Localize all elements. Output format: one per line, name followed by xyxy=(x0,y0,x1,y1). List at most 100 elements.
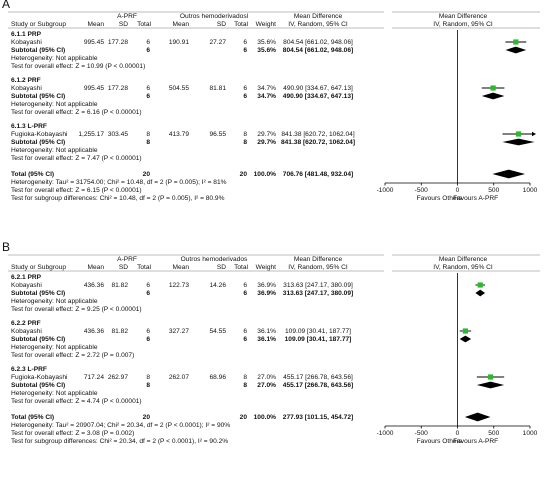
subtotal-label: Subtotal (95% CI) xyxy=(11,47,65,54)
favours-right-label: Favours A-PRF xyxy=(453,438,498,445)
study-sd1: 262.97 xyxy=(108,374,129,381)
x-axis-tick-label: -500 xyxy=(415,430,429,437)
study-marker xyxy=(490,85,496,91)
weight-header: Weight xyxy=(256,264,277,271)
total-n1: 20 xyxy=(143,171,151,178)
study-sd2: 27.27 xyxy=(209,39,226,46)
mean1-header: Mean xyxy=(88,264,105,271)
subtotal-label: Subtotal (95% CI) xyxy=(11,139,65,146)
x-axis-tick-label: 1000 xyxy=(523,187,538,194)
overall-effect-text: Test for overall effect: Z = 2.72 (P = 0… xyxy=(11,352,134,359)
study-sd2: 81.81 xyxy=(209,85,226,92)
weight-header: Weight xyxy=(256,21,277,28)
study-n2: 6 xyxy=(243,328,247,335)
x-axis-tick-label: 500 xyxy=(488,187,499,194)
subgroup-title: 6.1.2 PRF xyxy=(11,77,41,84)
group1-header: A-PRF xyxy=(117,256,137,263)
subtotal-ci-text: 109.09 [30.41, 187.77] xyxy=(285,336,352,343)
study-sd2: 54.55 xyxy=(209,328,226,335)
total-diamond xyxy=(492,169,526,179)
mean2-header: Mean xyxy=(173,21,190,28)
sd2-header: SD xyxy=(217,21,226,28)
group2-header: Outros hemoderivadosl xyxy=(180,13,249,20)
subtotal-label: Subtotal (95% CI) xyxy=(11,336,65,343)
sd1-header: SD xyxy=(119,21,128,28)
total-ci-text: 277.93 [101.15, 454.72] xyxy=(283,414,353,421)
heterogeneity-text: Heterogeneity: Not applicable xyxy=(11,344,98,351)
group1-header: A-PRF xyxy=(117,13,137,20)
subtotal-n2: 6 xyxy=(243,336,247,343)
study-ci-text: 313.63 [247.17, 380.09] xyxy=(283,282,353,289)
ci-arrow xyxy=(532,131,536,137)
subtotal-n1: 8 xyxy=(146,139,150,146)
study-sd1: 81.82 xyxy=(111,282,128,289)
study-n1: 6 xyxy=(146,85,150,92)
total-n2: 20 xyxy=(240,414,248,421)
study-name: Fugioka-Kobayashi xyxy=(11,374,68,381)
study-marker xyxy=(477,282,483,288)
favours-left-label: Favours Others xyxy=(417,438,463,445)
study-sd1: 177.28 xyxy=(108,85,129,92)
footer-text: Heterogeneity: Tau² = 20907.04; Chi² = 2… xyxy=(11,422,230,429)
study-sd1: 81.82 xyxy=(111,328,128,335)
subtotal-ci-text: 455.17 [266.78, 643.56] xyxy=(283,382,353,389)
study-name: Kobayashi xyxy=(11,85,42,92)
study-mean2: 504.55 xyxy=(169,85,190,92)
study-n2: 6 xyxy=(243,282,247,289)
subtotal-diamond xyxy=(476,381,505,389)
plot-sub: IV, Random, 95% CI xyxy=(433,264,493,271)
subtotal-diamond xyxy=(502,138,535,146)
study-marker xyxy=(513,39,519,45)
study-mean1: 995.45 xyxy=(84,39,105,46)
x-axis-tick-label: 500 xyxy=(488,430,499,437)
study-marker xyxy=(487,374,494,380)
favours-right-label: Favours A-PRF xyxy=(453,195,498,202)
total-ci-text: 706.76 [481.48, 932.04] xyxy=(283,171,353,178)
study-weight: 36.9% xyxy=(257,282,276,289)
subtotal-weight: 29.7% xyxy=(257,139,276,146)
subtotal-weight: 34.7% xyxy=(257,93,276,100)
subgroup-title: 6.1.1 PRP xyxy=(11,31,42,38)
study-mean2: 327.27 xyxy=(169,328,190,335)
x-axis-tick-label: 0 xyxy=(456,430,460,437)
total-diamond xyxy=(464,412,491,422)
study-mean1: 436.36 xyxy=(84,282,105,289)
study-col-header: Study or Subgroup xyxy=(11,264,66,271)
subtotal-weight: 27.0% xyxy=(257,382,276,389)
total2-header: Total xyxy=(234,21,248,28)
subtotal-n2: 6 xyxy=(243,93,247,100)
x-axis-tick-label: -500 xyxy=(415,187,429,194)
overall-effect-text: Test for overall effect: Z = 6.16 (P < 0… xyxy=(11,109,142,116)
subtotal-ci-text: 490.90 [334.67, 647.13] xyxy=(283,93,353,100)
mean1-header: Mean xyxy=(88,21,105,28)
mean2-header: Mean xyxy=(173,264,190,271)
study-sd1: 303.45 xyxy=(108,131,129,138)
subtotal-diamond xyxy=(459,335,472,343)
footer-text: Test for subgroup differences: Chi² = 20… xyxy=(11,438,228,445)
study-sd2: 14.26 xyxy=(209,282,226,289)
study-n2: 6 xyxy=(243,39,247,46)
total-weight: 100.0% xyxy=(254,171,277,178)
heterogeneity-text: Heterogeneity: Not applicable xyxy=(11,390,98,397)
effect-title: Mean Difference xyxy=(294,256,343,263)
overall-effect-text: Test for overall effect: Z = 4.74 (P < 0… xyxy=(11,398,142,405)
study-name: Kobayashi xyxy=(11,282,42,289)
effect-sub: IV, Random, 95% CI xyxy=(288,21,348,28)
subtotal-n2: 8 xyxy=(243,139,247,146)
subtotal-ci-text: 804.54 [661.02, 948.06] xyxy=(283,47,353,54)
footer-text: Heterogeneity: Tau² = 31754.00; Chi² = 1… xyxy=(11,179,227,186)
total1-header: Total xyxy=(137,264,151,271)
study-weight: 27.0% xyxy=(257,374,276,381)
study-n1: 8 xyxy=(146,131,150,138)
study-sd1: 177.28 xyxy=(108,39,129,46)
sd1-header: SD xyxy=(119,264,128,271)
study-mean1: 995.45 xyxy=(84,85,105,92)
total-weight: 100.0% xyxy=(254,414,277,421)
study-sd2: 96.55 xyxy=(209,131,226,138)
subtotal-n2: 8 xyxy=(243,382,247,389)
study-name: Kobayashi xyxy=(11,39,42,46)
study-marker xyxy=(462,328,469,334)
heterogeneity-text: Heterogeneity: Not applicable xyxy=(11,147,98,154)
subtotal-diamond xyxy=(481,92,505,100)
favours-left-label: Favours Others xyxy=(417,195,463,202)
